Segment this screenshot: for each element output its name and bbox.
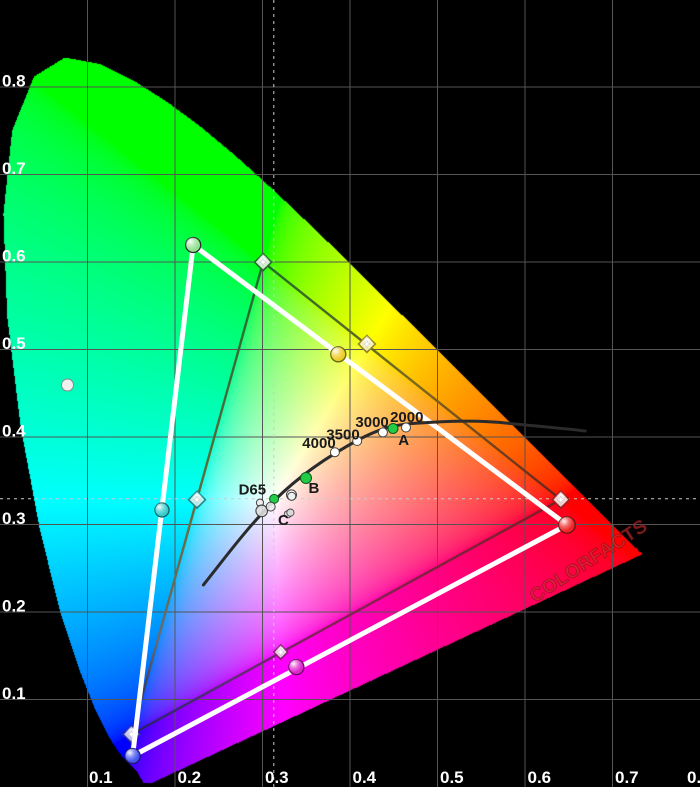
svg-text:0.2: 0.2	[178, 768, 202, 787]
svg-text:D65: D65	[239, 481, 267, 498]
svg-text:B: B	[309, 480, 320, 497]
svg-text:A: A	[398, 432, 409, 449]
svg-text:0.4: 0.4	[353, 768, 377, 787]
svg-text:3000: 3000	[355, 414, 388, 431]
svg-text:0.5: 0.5	[440, 768, 464, 787]
svg-text:0.7: 0.7	[615, 768, 639, 787]
svg-text:0.2: 0.2	[2, 597, 26, 616]
svg-text:0.7: 0.7	[2, 159, 26, 178]
svg-text:0.4: 0.4	[2, 422, 26, 441]
svg-text:0.1: 0.1	[89, 768, 113, 787]
svg-text:0.3: 0.3	[265, 768, 289, 787]
svg-text:C: C	[278, 512, 289, 529]
svg-text:2000: 2000	[390, 409, 423, 426]
svg-text:COLORFACTS: COLORFACTS	[526, 516, 651, 608]
svg-text:0.3: 0.3	[2, 509, 26, 528]
svg-text:0.1: 0.1	[2, 684, 26, 703]
svg-text:0.5: 0.5	[2, 334, 26, 353]
svg-text:0.6: 0.6	[528, 768, 552, 787]
svg-text:0.8: 0.8	[687, 768, 700, 787]
svg-text:0.8: 0.8	[2, 72, 26, 91]
svg-text:0.6: 0.6	[2, 247, 26, 266]
